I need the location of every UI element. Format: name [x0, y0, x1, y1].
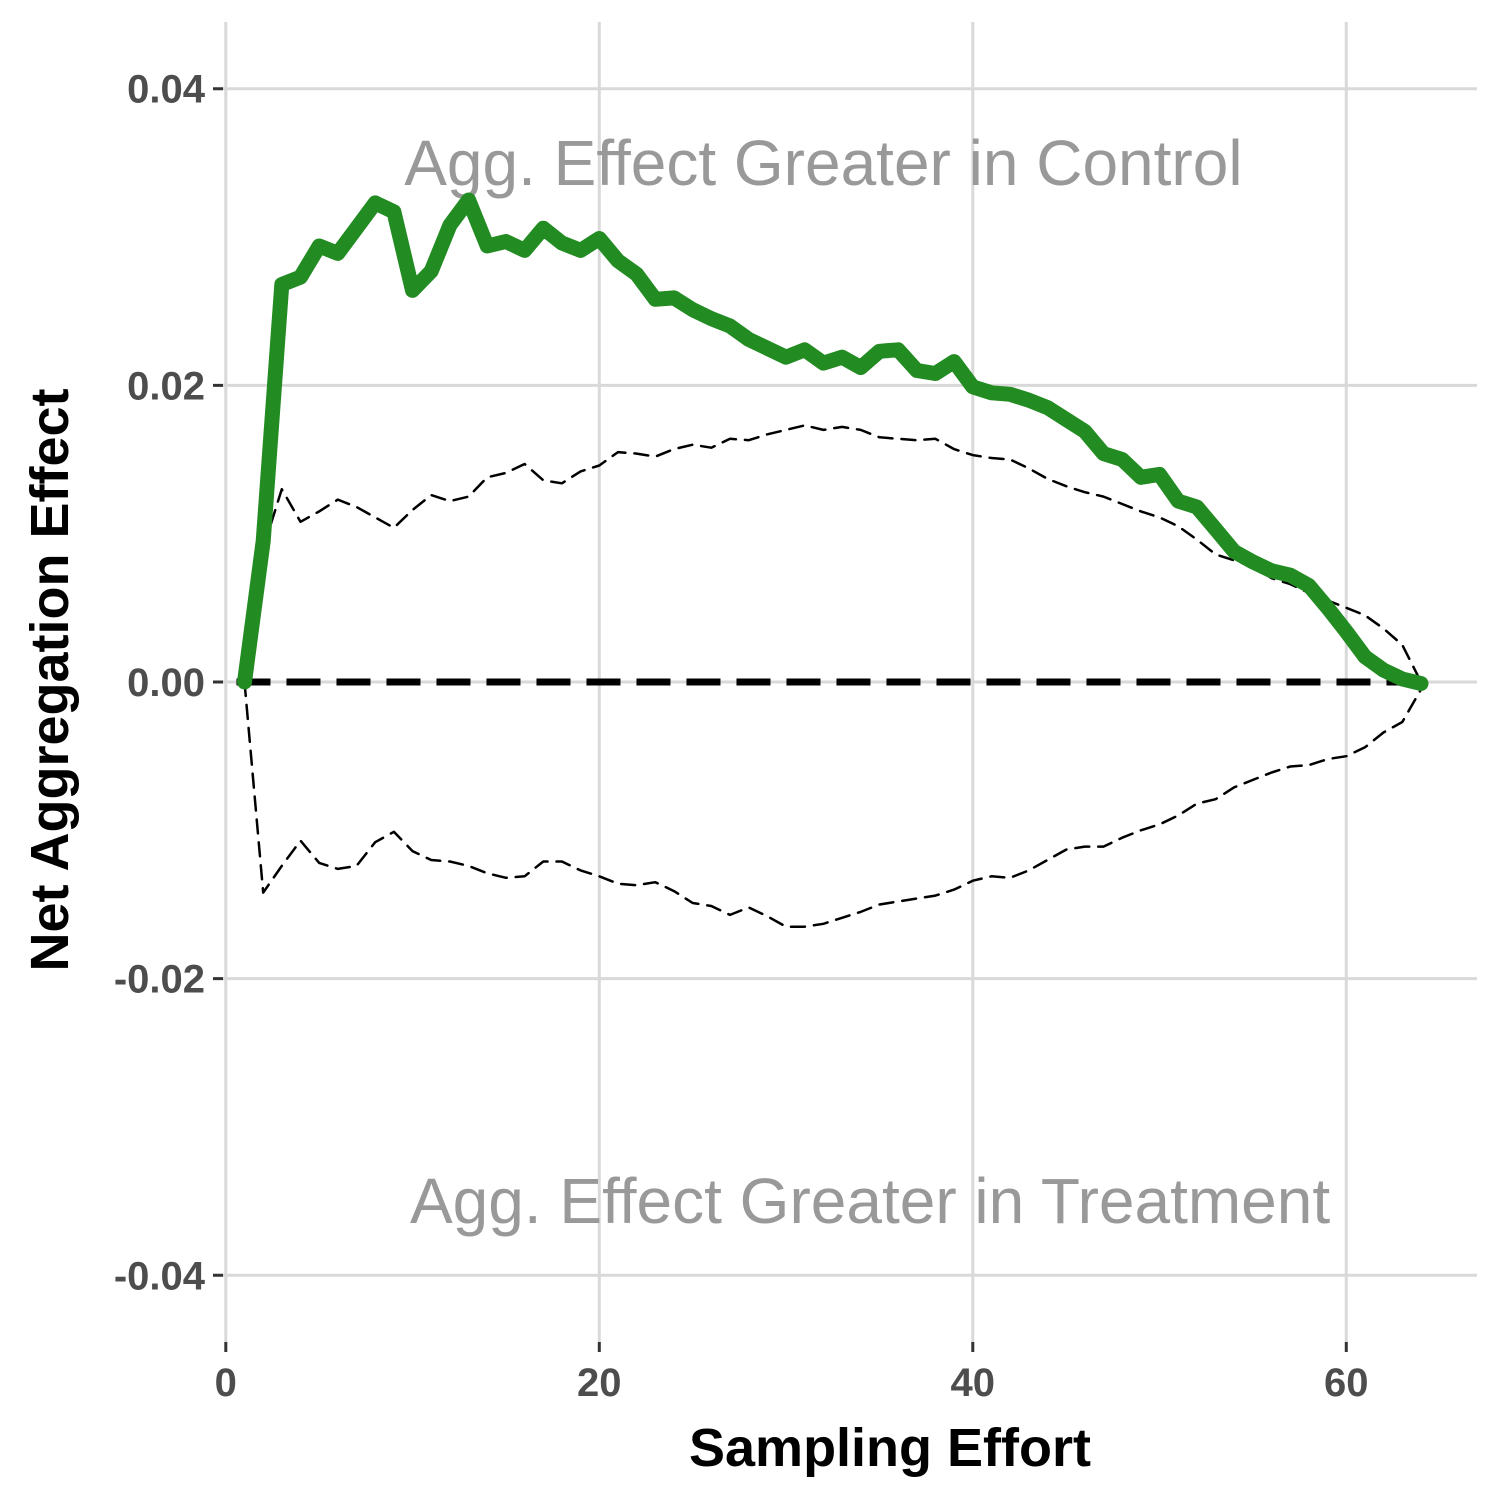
y-axis-title: Net Aggregation Effect [20, 388, 80, 971]
x-tick-label: 60 [1324, 1361, 1369, 1405]
y-tick-label: 0.04 [127, 68, 206, 112]
axes: 0.04 0.02 0.00 -0.02 -0.04 0 20 40 60 [114, 68, 1369, 1405]
y-tick-label: -0.04 [114, 1254, 206, 1298]
x-tick-label: 0 [215, 1361, 237, 1405]
annotations: Agg. Effect Greater in Control Agg. Effe… [404, 127, 1330, 1237]
y-tick-label: -0.02 [114, 958, 205, 1002]
upper-envelope-line [243, 424, 1423, 684]
series-layer [237, 192, 1429, 928]
y-tick-label: 0.02 [127, 364, 205, 408]
x-tick-label: 20 [577, 1361, 622, 1405]
y-tick-label: 0.00 [127, 661, 205, 705]
net-aggregation-line [237, 192, 1429, 691]
annotation-treatment: Agg. Effect Greater in Treatment [410, 1165, 1330, 1237]
x-tick-label: 40 [951, 1361, 996, 1405]
annotation-control: Agg. Effect Greater in Control [404, 127, 1242, 199]
x-axis-title: Sampling Effort [689, 1418, 1091, 1478]
lower-envelope-line [243, 680, 1423, 928]
